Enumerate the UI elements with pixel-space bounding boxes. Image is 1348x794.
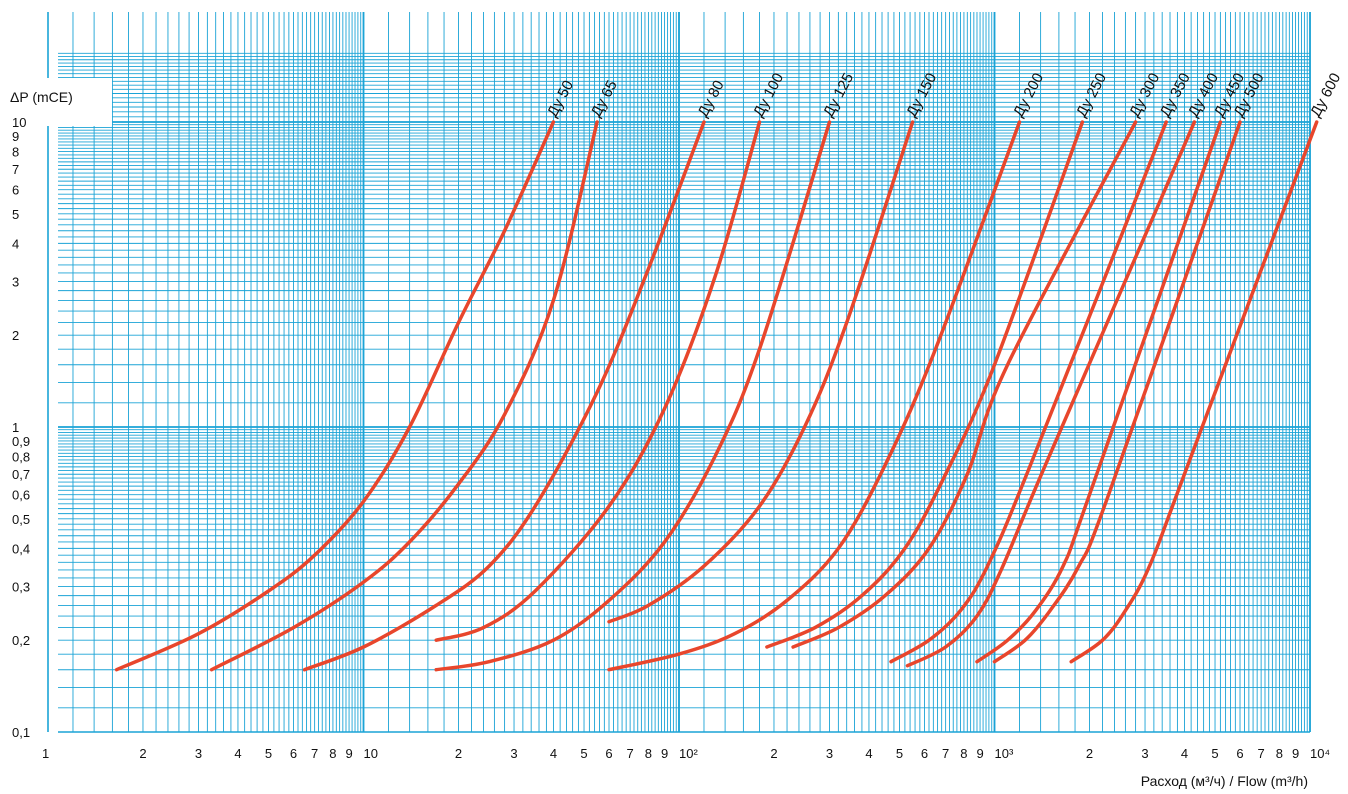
y-tick-label: 0,3 — [12, 579, 30, 594]
series-curve — [791, 120, 1138, 649]
x-tick-label: 3 — [510, 746, 517, 761]
x-tick-label: 4 — [550, 746, 557, 761]
x-tick-label: 9 — [1292, 746, 1299, 761]
y-tick-label: 8 — [12, 145, 19, 160]
x-tick-label: 7 — [1258, 746, 1265, 761]
series-curve — [434, 120, 832, 672]
y-tick-label: 0,2 — [12, 633, 30, 648]
x-tick-label: 9 — [661, 746, 668, 761]
series-curve — [889, 120, 1168, 664]
x-tick-label: 4 — [1181, 746, 1188, 761]
y-tick-label: 0,4 — [12, 541, 30, 556]
series-curves — [114, 120, 1319, 672]
x-tick-label: 6 — [605, 746, 612, 761]
x-tick-label: 3 — [1141, 746, 1148, 761]
y-tick-label: 9 — [12, 129, 19, 144]
y-tick-label: 0,5 — [12, 512, 30, 527]
x-tick-label: 3 — [826, 746, 833, 761]
y-tick-label: 10 — [12, 115, 26, 130]
x-tick-label: 4 — [234, 746, 241, 761]
y-tick-label: 1 — [12, 420, 19, 435]
x-tick-label: 8 — [645, 746, 652, 761]
x-tick-label: 5 — [1211, 746, 1218, 761]
y-title-backdrop — [0, 78, 112, 126]
x-tick-label: 7 — [311, 746, 318, 761]
series-curve — [302, 120, 706, 672]
series-curve — [905, 120, 1197, 668]
x-tick-label: 10 — [364, 746, 378, 761]
y-tick-label: 7 — [12, 162, 19, 177]
y-tick-label: 0,9 — [12, 434, 30, 449]
x-tick-label: 2 — [770, 746, 777, 761]
y-tick-label: 0,6 — [12, 488, 30, 503]
x-tick-label: 10⁴ — [1310, 746, 1330, 761]
series-label: Ду 65 — [588, 78, 621, 120]
grid — [0, 12, 1311, 733]
x-tick-label: 10³ — [995, 746, 1014, 761]
x-tick-label: 6 — [1236, 746, 1243, 761]
series-curve — [975, 120, 1223, 664]
y-tick-label: 4 — [12, 236, 19, 251]
y-tick-label: 3 — [12, 274, 19, 289]
x-tick-label: 10² — [679, 746, 698, 761]
x-tick-label: 8 — [329, 746, 336, 761]
x-tick-label: 6 — [921, 746, 928, 761]
x-tick-label: 7 — [942, 746, 949, 761]
series-curve — [1069, 120, 1319, 664]
series-curve — [607, 120, 915, 624]
series-curve — [607, 120, 1022, 672]
series-curve — [765, 120, 1085, 649]
x-tick-label: 7 — [627, 746, 634, 761]
x-tick-label: 8 — [1276, 746, 1283, 761]
y-axis-label: ΔP (mCE) — [10, 89, 73, 105]
x-tick-label: 5 — [265, 746, 272, 761]
x-tick-label: 6 — [290, 746, 297, 761]
x-tick-label: 5 — [580, 746, 587, 761]
y-tick-label: 6 — [12, 183, 19, 198]
y-tick-label: 0,8 — [12, 450, 30, 465]
x-tick-label: 8 — [960, 746, 967, 761]
y-tick-label: 2 — [12, 328, 19, 343]
x-tick-label: 2 — [1086, 746, 1093, 761]
series-curve — [434, 120, 762, 642]
x-tick-label: 1 — [42, 746, 49, 761]
y-tick-label: 0,7 — [12, 467, 30, 482]
series-label: Ду 80 — [695, 78, 728, 120]
y-tick-label: 0,1 — [12, 725, 30, 740]
x-tick-label: 4 — [865, 746, 872, 761]
x-tick-label: 2 — [455, 746, 462, 761]
x-tick-label: 3 — [195, 746, 202, 761]
series-curve — [992, 120, 1242, 664]
series-label: Ду 600 — [1307, 70, 1344, 120]
series-curve — [114, 120, 556, 672]
x-tick-labels: 1 2 3 4 5 6 7 8 9 10 2 3 4 5 6 7 8 9 10² 2 3 4 5 6 7 8 9 10³ 2 3 4 5 6 7 8… — [42, 746, 1330, 761]
x-tick-label: 5 — [896, 746, 903, 761]
x-axis-label: Расход (м³/ч) / Flow (m³/h) — [1141, 773, 1308, 789]
series-curve — [209, 120, 599, 672]
y-tick-label: 5 — [12, 207, 19, 222]
x-tick-label: 9 — [345, 746, 352, 761]
x-tick-label: 9 — [976, 746, 983, 761]
x-tick-label: 2 — [139, 746, 146, 761]
